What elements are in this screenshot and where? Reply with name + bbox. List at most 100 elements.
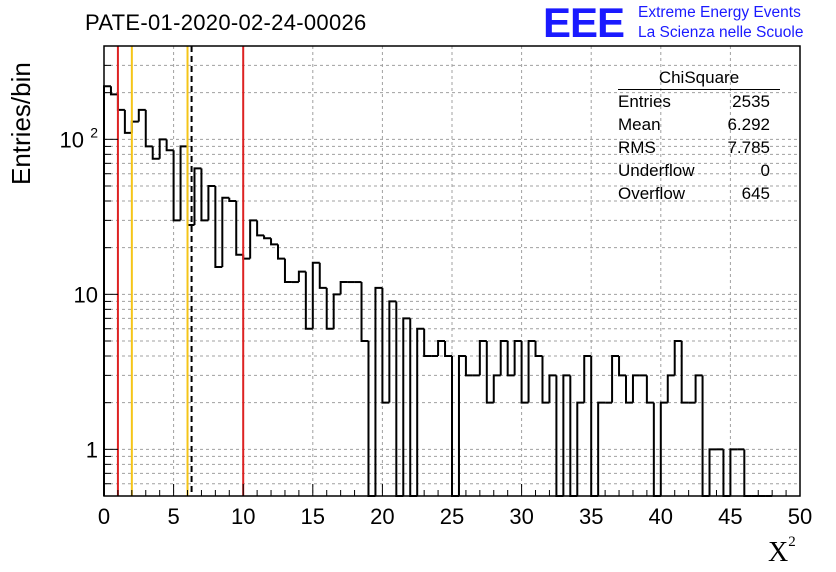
histogram-bin [374,286,383,496]
histogram-bin [123,109,132,134]
histogram-bin [513,339,522,376]
histogram-bin [172,150,181,222]
histogram-bin [207,184,216,221]
histogram-bin [297,270,306,283]
y-tick-label: 10 [60,127,84,152]
x-tick-label: 40 [649,504,673,529]
histogram-bin [388,300,397,403]
histogram-bin [666,374,675,403]
histogram-bin [277,244,285,260]
stats-row-entries: Entries 2535 [618,92,770,111]
histogram-bin [214,185,223,269]
histogram-bin [464,356,473,377]
histogram-bin [242,254,251,260]
y-tick-label: 10 [74,282,98,307]
histogram-bin [256,220,265,237]
histogram-bin [179,145,188,221]
histogram-bin [583,355,592,403]
histogram-bin [360,282,369,342]
x-tick-label: 35 [579,504,603,529]
histogram-bin [597,401,606,496]
histogram-bin [555,375,564,497]
histogram-bin [423,328,432,358]
histogram-bin [590,356,599,497]
histogram-bin [520,340,529,404]
histogram-bin [673,339,682,376]
histogram-bin [283,258,292,284]
histogram-bin [562,374,571,496]
histogram-bin [165,139,174,152]
x-axis-label: X2 [768,533,796,568]
x-tick-label: 50 [788,504,812,529]
reference-lines [116,46,245,496]
histogram-bin [109,86,118,96]
histogram-bin [270,238,278,246]
y-tick-exponent: 2 [90,124,98,140]
histogram-bin [645,375,654,404]
histogram-bin [437,339,446,357]
histogram-bin [625,375,633,404]
x-tick-label: 25 [440,504,464,529]
histogram-bin [444,340,452,358]
stats-box-title: ChiSquare [618,66,780,90]
histogram-bin [729,448,738,496]
histogram-bin [506,340,515,377]
x-tick-label: 15 [301,504,325,529]
histogram-bin [395,301,404,497]
y-tick-labels: 1 10 10 2 [60,124,99,462]
x-tick-label: 30 [509,504,533,529]
histogram-bin [263,235,272,240]
histogram-bin [339,281,348,295]
histogram-bin [116,94,125,111]
histogram-bin [221,196,230,268]
stats-row-mean: Mean 6.292 [618,115,770,134]
histogram-bin [304,271,313,330]
x-tick-label: 10 [231,504,255,529]
histogram-bin [541,356,550,404]
histogram-bin [576,401,585,496]
histogram-bin [492,374,501,403]
histogram-bin [631,374,640,403]
y-tick-label: 1 [86,437,98,462]
eee-logo: EEE [543,0,625,46]
stats-box: ChiSquare Entries 2535 Mean 6.292 RMS 7.785… [612,66,780,205]
histogram-bin [228,197,237,203]
histogram-bin [409,318,418,497]
plot-frame [103,45,801,497]
stats-row-overflow: Overflow 645 [618,184,770,203]
histogram-bin [569,375,578,497]
histogram-bin [137,108,146,122]
histogram-bin [249,219,258,259]
histogram-bin [457,355,466,496]
stats-row-rms: RMS 7.785 [618,138,770,157]
histogram-bin [144,109,153,148]
histogram-bin [451,356,459,497]
histogram-bin [527,339,536,403]
histogram-bin [416,327,425,496]
logo-line-1: Extreme Energy Events [638,4,801,21]
histogram-bin [130,120,139,133]
x-tick-label: 5 [167,504,179,529]
histogram-bin [548,374,557,403]
histogram-bin [694,374,703,403]
histogram-bin [318,262,327,289]
histogram-bin [151,146,160,160]
histogram-bin [158,138,167,159]
histogram-bin [485,340,494,404]
histogram-bin [534,340,543,358]
x-tick-labels: 0 5 10 15 20 25 30 35 40 45 50 [98,504,812,529]
histogram-bin [235,201,244,256]
histogram-bin [103,85,111,496]
stats-row-underflow: Underflow 0 [618,161,770,180]
histogram-bin [680,340,689,404]
histogram-bin [381,287,390,404]
histogram-bin [193,167,202,226]
histogram-bin [701,375,710,497]
histogram-bin [618,356,626,377]
histogram-bin [311,261,320,329]
histogram-bin [325,287,334,330]
x-tick-label: 0 [98,504,110,529]
histogram-bin [611,355,620,403]
